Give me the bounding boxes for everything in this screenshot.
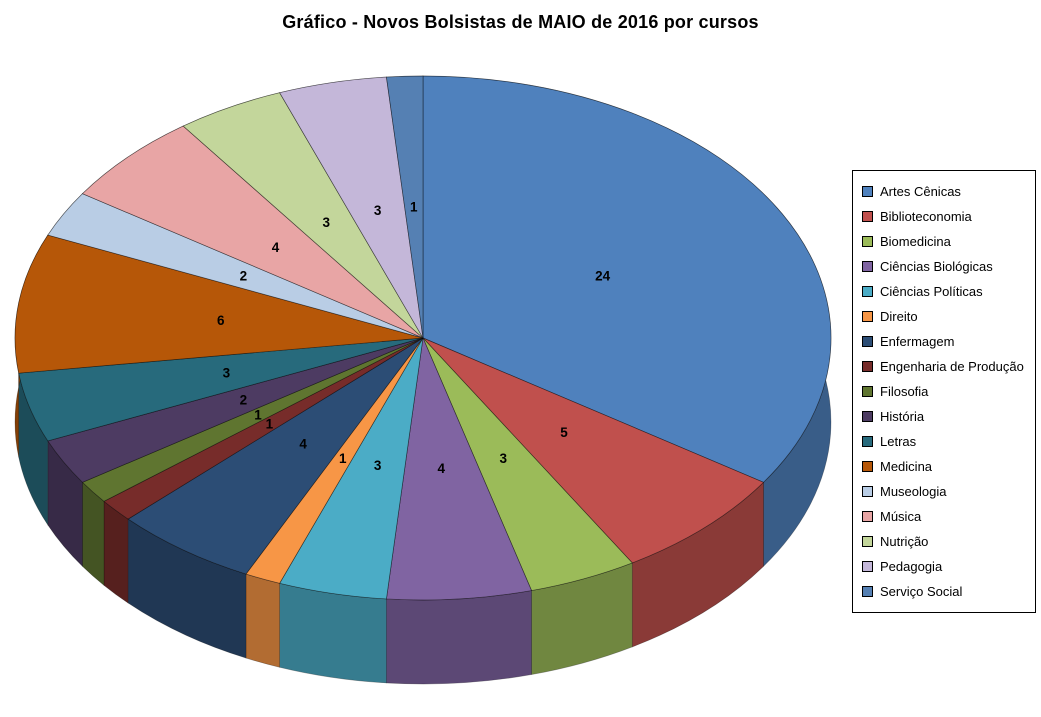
slice-value-label: 24 xyxy=(595,268,611,283)
legend-item: Filosofia xyxy=(862,379,1031,404)
legend-item: Enfermagem xyxy=(862,329,1031,354)
legend-label: Serviço Social xyxy=(880,584,963,599)
legend: Artes Cênicas Biblioteconomia Biomedicina C… xyxy=(852,170,1036,613)
legend-label: Ciências Biológicas xyxy=(880,259,993,274)
legend-label: Música xyxy=(880,509,922,524)
legend-item: Direito xyxy=(862,304,1031,329)
slice-value-label: 3 xyxy=(223,365,231,380)
slice-value-label: 6 xyxy=(217,313,225,328)
legend-item: Museologia xyxy=(862,479,1031,504)
pie-slice xyxy=(81,125,424,339)
legend-marker xyxy=(862,286,873,297)
slice-value-label: 1 xyxy=(339,451,347,466)
legend-marker xyxy=(862,236,873,247)
legend-label: Ciências Políticas xyxy=(880,284,983,299)
slice-value-label: 4 xyxy=(272,240,280,255)
legend-marker xyxy=(862,511,873,522)
legend-label: História xyxy=(880,409,925,424)
slice-value-label: 3 xyxy=(374,203,382,218)
legend-item: História xyxy=(862,404,1031,429)
legend-label: Nutrição xyxy=(880,534,929,549)
slice-value-label: 4 xyxy=(438,461,446,476)
legend-item: Música xyxy=(862,504,1031,529)
legend-marker xyxy=(862,436,873,447)
legend-label: Pedagogia xyxy=(880,559,943,574)
pie-slice xyxy=(422,75,832,483)
legend-item: Biblioteconomia xyxy=(862,204,1031,229)
legend-label: Biomedicina xyxy=(880,234,951,249)
slice-value-label: 1 xyxy=(254,408,262,423)
legend-item: Pedagogia xyxy=(862,554,1031,579)
legend-label: Filosofia xyxy=(880,384,929,399)
legend-marker xyxy=(862,311,873,322)
slice-value-label: 2 xyxy=(240,268,248,283)
legend-marker xyxy=(862,186,873,197)
legend-item: Engenharia de Produção xyxy=(862,354,1031,379)
legend-label: Medicina xyxy=(880,459,933,474)
slice-value-label: 2 xyxy=(240,393,248,408)
pie-slice xyxy=(422,337,765,564)
legend-label: Biblioteconomia xyxy=(880,209,972,224)
slice-value-label: 4 xyxy=(299,437,307,452)
pie-slice xyxy=(14,234,424,374)
pie-slice-wall xyxy=(245,573,280,668)
legend-marker xyxy=(862,586,873,597)
slice-value-label: 1 xyxy=(266,417,274,432)
legend-item: Ciências Políticas xyxy=(862,279,1031,304)
legend-marker xyxy=(862,361,873,372)
legend-marker xyxy=(862,211,873,222)
legend-item: Medicina xyxy=(862,454,1031,479)
pie-slice xyxy=(127,337,424,575)
slice-value-label: 1 xyxy=(410,200,418,215)
legend-item: Letras xyxy=(862,429,1031,454)
slice-value-label: 3 xyxy=(374,458,382,473)
pie-slice-wall xyxy=(386,590,532,685)
legend-marker xyxy=(862,486,873,497)
legend-item: Biomedicina xyxy=(862,229,1031,254)
legend-label: Artes Cênicas xyxy=(880,184,961,199)
legend-marker xyxy=(862,561,873,572)
slice-value-label: 3 xyxy=(323,215,331,230)
legend-label: Enfermagem xyxy=(880,334,955,349)
legend-label: Engenharia de Produção xyxy=(880,359,1024,374)
pie-slice xyxy=(386,336,533,601)
legend-label: Letras xyxy=(880,434,917,449)
legend-item: Artes Cênicas xyxy=(862,179,1031,204)
legend-marker xyxy=(862,536,873,547)
legend-marker xyxy=(862,336,873,347)
legend-item: Nutrição xyxy=(862,529,1031,554)
legend-marker xyxy=(862,461,873,472)
slice-value-label: 3 xyxy=(499,451,507,466)
legend-item: Serviço Social xyxy=(862,579,1031,604)
slice-value-label: 5 xyxy=(560,425,568,440)
legend-item: Ciências Biológicas xyxy=(862,254,1031,279)
legend-marker xyxy=(862,386,873,397)
legend-marker xyxy=(862,261,873,272)
chart-title: Gráfico - Novos Bolsistas de MAIO de 201… xyxy=(282,12,759,32)
legend-marker xyxy=(862,411,873,422)
legend-label: Museologia xyxy=(880,484,947,499)
pie-slice xyxy=(386,75,424,339)
legend-label: Direito xyxy=(880,309,918,324)
pie-slice-wall xyxy=(279,582,387,684)
